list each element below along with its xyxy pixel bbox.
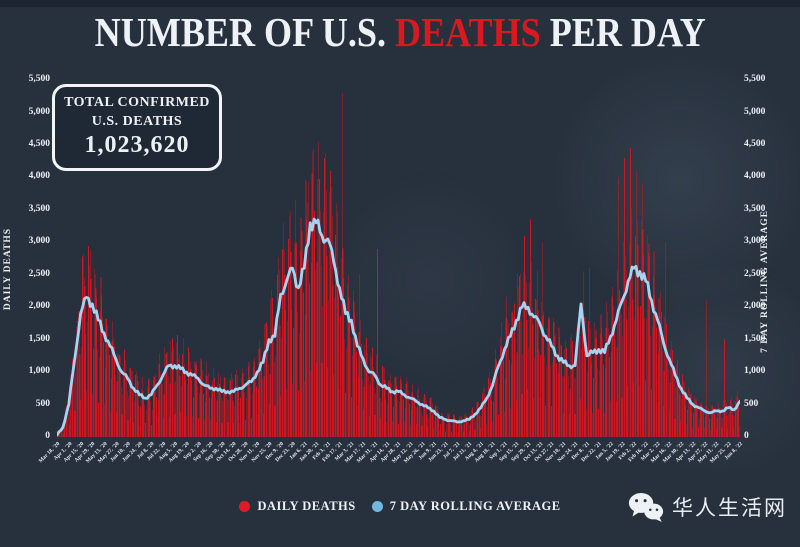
y-tick-label-right: 2,000 — [744, 301, 766, 312]
y-tick-label-left: 4,000 — [28, 171, 50, 182]
y-tick-label-right: 4,500 — [744, 138, 766, 149]
y-tick-label-left: 4,500 — [28, 138, 50, 149]
y-tick-label-right: 1,000 — [744, 366, 766, 377]
rolling-average-dot-icon — [371, 501, 383, 512]
wechat-icon — [628, 493, 664, 522]
y-tick-label-left: 1,500 — [28, 333, 50, 344]
y-tick-label-right: 4,000 — [744, 171, 766, 182]
total-deaths-label-1: TOTAL CONFIRMED — [64, 95, 210, 110]
y-tick-label-left: 500 — [35, 398, 50, 409]
legend-item-daily-deaths: DAILY DEATHS — [239, 499, 355, 514]
y-tick-label-right: 0 — [744, 431, 749, 441]
daily-deaths-dot-icon — [239, 501, 251, 512]
title-suffix: PER DAY — [540, 9, 706, 55]
top-border-band — [0, 0, 800, 7]
page-title: NUMBER OF U.S. DEATHS PER DAY — [0, 8, 800, 56]
y-tick-label-left: 5,000 — [28, 106, 50, 117]
y-tick-label-right: 500 — [744, 398, 759, 409]
y-tick-label-left: 1,000 — [28, 366, 50, 377]
site-watermark: 华人生活网 — [628, 492, 787, 522]
y-tick-label-left: 0 — [45, 431, 50, 441]
legend-item-rolling-average: 7 DAY ROLLING AVERAGE — [371, 499, 561, 514]
y-tick-label-left: 5,500 — [28, 74, 50, 84]
y-tick-label-right: 2,500 — [744, 268, 766, 279]
y-tick-label-left: 3,500 — [28, 203, 50, 214]
legend-label: DAILY DEATHS — [257, 499, 356, 513]
y-tick-label-right: 5,000 — [744, 106, 766, 117]
title-prefix: NUMBER OF U.S. — [94, 9, 395, 55]
y-tick-label-right: 5,500 — [744, 74, 766, 84]
total-deaths-label-2: U.S. DEATHS — [91, 114, 183, 129]
chart-legend: DAILY DEATHS 7 DAY ROLLING AVERAGE — [0, 499, 800, 514]
y-tick-label-right: 3,500 — [744, 203, 766, 214]
y-tick-label-left: 2,000 — [28, 301, 50, 312]
total-deaths-box: TOTAL CONFIRMED U.S. DEATHS 1,023,620 — [52, 84, 222, 171]
y-tick-label-right: 3,000 — [744, 236, 766, 247]
y-tick-label-right: 1,500 — [744, 333, 766, 344]
y-tick-label-left: 2,500 — [28, 268, 50, 279]
legend-label: 7 DAY ROLLING AVERAGE — [389, 499, 561, 513]
total-deaths-value: 1,023,620 — [84, 132, 190, 158]
watermark-text: 华人生活网 — [672, 496, 787, 520]
y-tick-label-left: 3,000 — [28, 236, 50, 247]
title-highlight: DEATHS — [394, 9, 541, 55]
right-axis-title: 7 DAY ROLLING AVERAGE — [760, 210, 770, 353]
deaths-chart — [57, 92, 740, 437]
